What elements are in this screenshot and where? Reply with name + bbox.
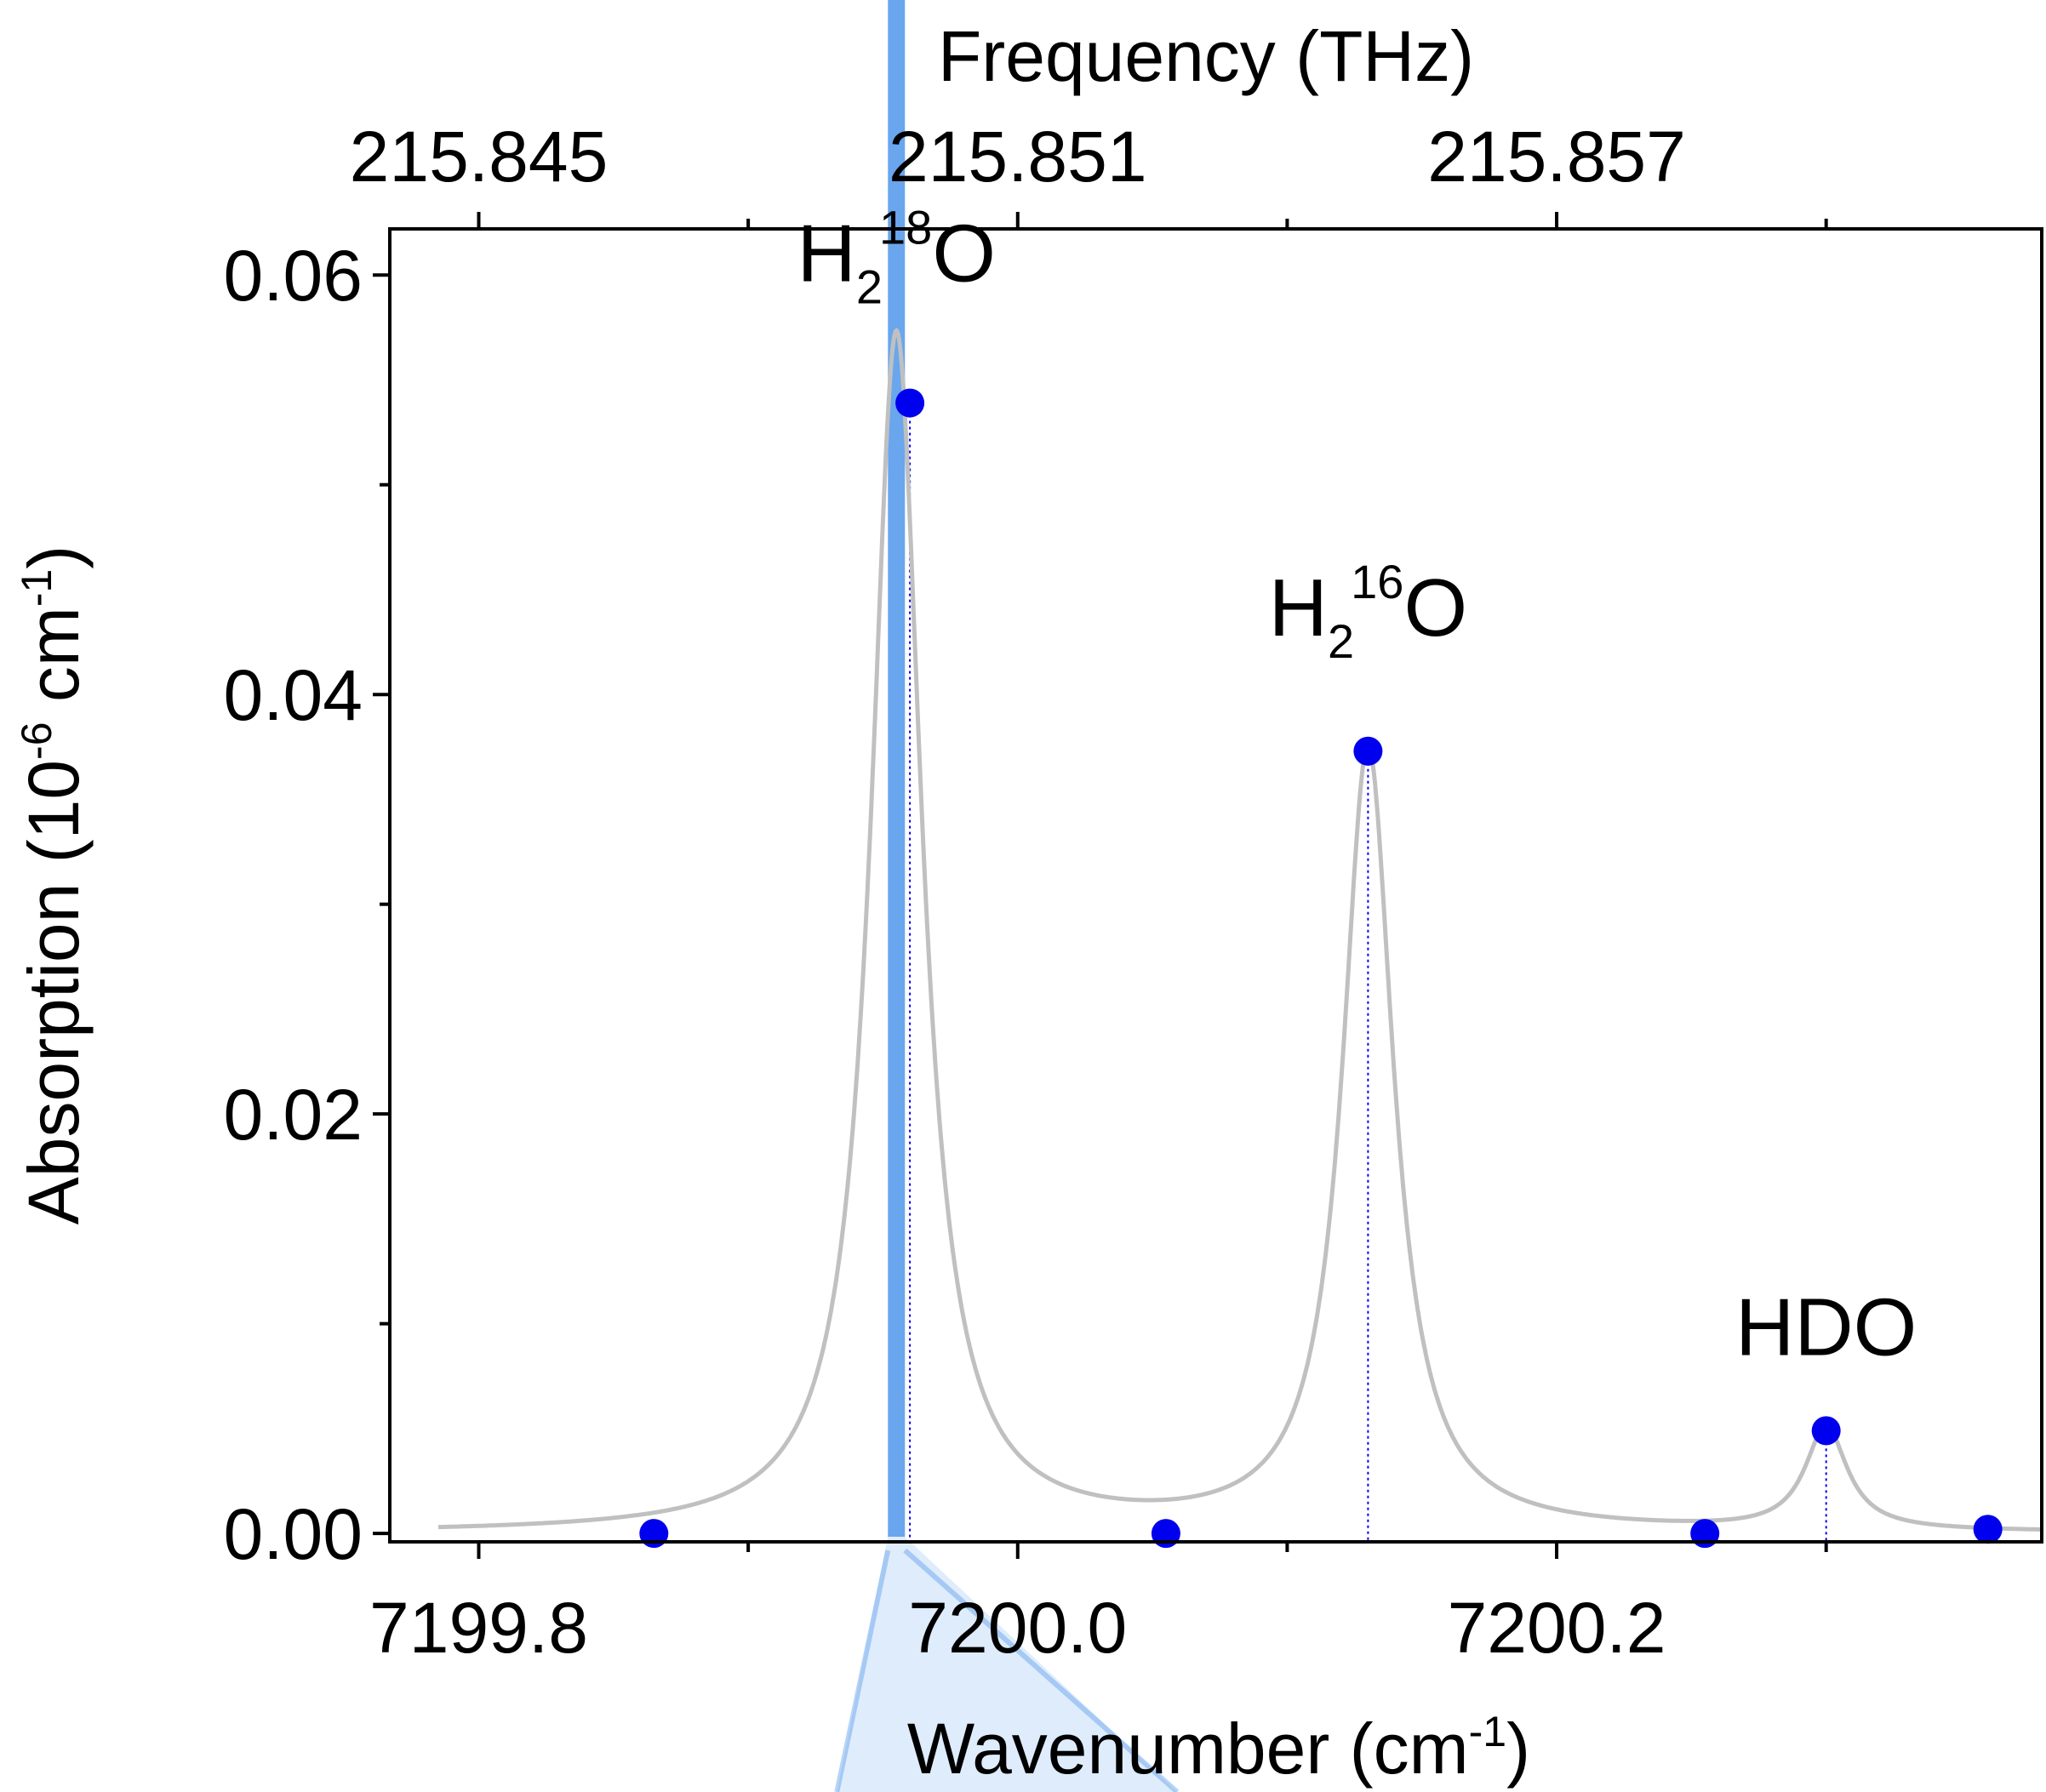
absorption-spectrum-line xyxy=(437,328,2042,1532)
peak-annotations: H218O H216O HDO xyxy=(797,201,1917,1373)
data-marker xyxy=(895,388,925,418)
highlight-band xyxy=(888,0,906,1537)
y-tick-label: 0.02 xyxy=(224,1075,363,1155)
data-marker xyxy=(1811,1416,1841,1446)
y-tick-label: 0.04 xyxy=(224,655,363,735)
top-tick-label: 215.845 xyxy=(350,117,609,197)
axis-ticks xyxy=(373,212,1828,1559)
peak-dotted-lines xyxy=(909,402,1827,1542)
data-marker xyxy=(639,1519,669,1549)
top-tick-label: 215.851 xyxy=(889,117,1147,197)
highlight-beam xyxy=(834,0,1180,1792)
data-marker xyxy=(1973,1515,2003,1544)
data-marker xyxy=(1151,1519,1180,1549)
y-tick-label: 0.06 xyxy=(224,236,363,316)
data-marker xyxy=(1353,736,1383,766)
top-tick-label: 215.857 xyxy=(1427,117,1686,197)
highlight-beam-edge-left xyxy=(834,1549,891,1792)
peak-label: H216O xyxy=(1269,555,1467,668)
data-marker xyxy=(1690,1519,1720,1549)
axis-tick-labels: 7199.8 7200.0 7200.2 215.845 215.851 215.857 0… xyxy=(224,117,1686,1668)
x-tick-label: 7200.0 xyxy=(908,1588,1127,1668)
x-tick-label: 7199.8 xyxy=(369,1588,588,1668)
x-axis-title: Wavenumber (cm-1) xyxy=(907,1708,1530,1789)
x-tick-label: 7200.2 xyxy=(1448,1588,1666,1668)
top-axis-title: Frequency (THz) xyxy=(938,16,1474,96)
y-axis-title: Absorption (10-6 cm-1) xyxy=(13,545,94,1225)
y-tick-label: 0.00 xyxy=(224,1494,363,1574)
highlight-beam-edge-right xyxy=(903,1548,1180,1792)
plot-frame xyxy=(388,227,2043,1544)
peak-label: H218O xyxy=(797,201,996,314)
peak-label: HDO xyxy=(1735,1282,1917,1373)
highlight-beam-cone xyxy=(837,1537,1178,1792)
